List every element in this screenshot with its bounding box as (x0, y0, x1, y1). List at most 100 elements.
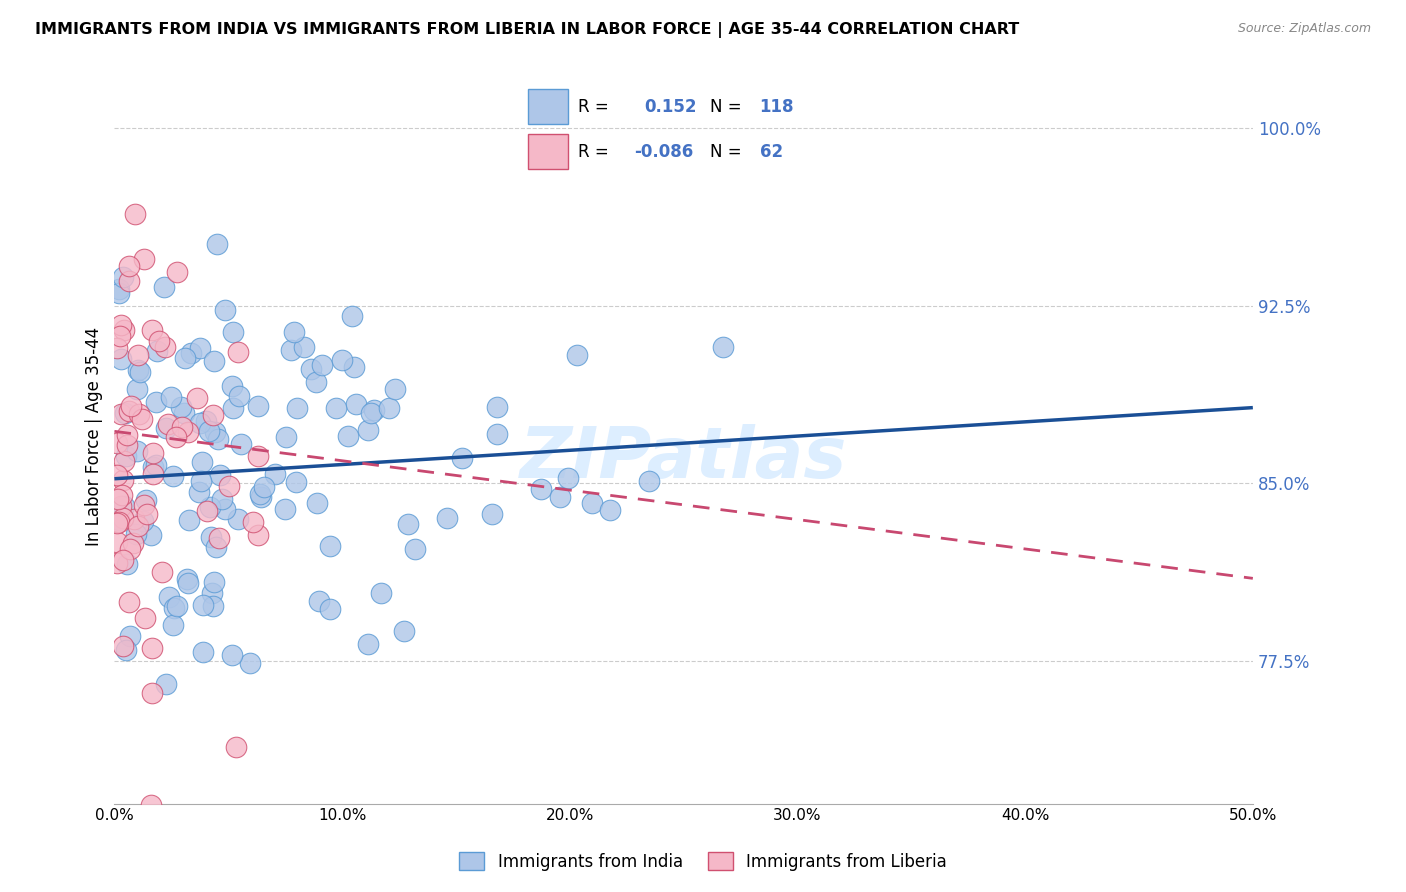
Point (142, 446, 165, 460)
Point (340, 309, 363, 323)
Point (239, 656, 262, 670)
Point (112, 553, 135, 567)
Point (370, 585, 392, 599)
Point (148, 334, 170, 348)
Point (330, 353, 353, 368)
Point (336, 428, 359, 442)
Point (176, 572, 198, 586)
Point (141, 641, 163, 656)
Point (127, 363, 149, 377)
Point (108, 513, 131, 527)
Point (404, 542, 426, 557)
Point (111, 511, 134, 525)
Point (218, 479, 240, 493)
Point (155, 421, 177, 435)
Point (565, 348, 588, 362)
Point (246, 528, 269, 542)
Point (153, 340, 176, 354)
Point (122, 512, 145, 526)
Point (110, 352, 132, 367)
Point (107, 515, 129, 529)
Point (209, 467, 232, 482)
Point (207, 432, 229, 446)
Point (188, 416, 211, 430)
Point (173, 406, 195, 420)
Point (198, 424, 221, 438)
Point (550, 490, 572, 504)
Point (637, 474, 659, 488)
Point (190, 475, 212, 489)
Point (451, 450, 474, 465)
Point (252, 480, 274, 494)
Point (599, 503, 621, 517)
Point (200, 530, 222, 544)
Point (557, 471, 579, 485)
Point (124, 207, 146, 221)
Point (112, 323, 135, 337)
Point (191, 455, 214, 469)
Point (111, 473, 134, 487)
Point (231, 437, 253, 451)
Point (319, 602, 342, 616)
Point (173, 351, 195, 366)
Point (204, 425, 226, 439)
Point (162, 617, 184, 632)
Point (166, 599, 188, 613)
Point (105, 468, 128, 483)
Point (581, 496, 603, 510)
Point (110, 499, 132, 513)
Point (160, 390, 183, 404)
Point (283, 325, 305, 339)
Point (134, 498, 156, 512)
Point (384, 382, 406, 396)
Point (145, 394, 167, 409)
Point (165, 430, 187, 444)
Point (135, 492, 157, 507)
Point (139, 527, 162, 541)
Point (208, 531, 231, 545)
Point (157, 591, 180, 605)
Point (122, 536, 145, 550)
Point (177, 576, 200, 591)
Point (226, 512, 249, 526)
Point (120, 399, 142, 413)
Point (162, 469, 184, 483)
Point (150, 566, 173, 580)
Point (110, 407, 132, 421)
Point (280, 343, 302, 358)
Point (205, 540, 228, 554)
Point (246, 449, 269, 463)
Point (115, 557, 138, 571)
Point (186, 391, 208, 405)
Point (170, 400, 193, 414)
Point (107, 492, 129, 507)
Point (117, 275, 139, 289)
Point (360, 406, 382, 420)
Point (112, 500, 135, 514)
Point (132, 514, 155, 528)
Point (191, 645, 214, 659)
Point (118, 629, 141, 643)
Point (308, 593, 330, 607)
Point (142, 460, 165, 475)
Point (125, 444, 148, 458)
Point (118, 595, 141, 609)
Point (201, 586, 224, 600)
Point (711, 340, 734, 354)
Point (221, 648, 243, 662)
Point (111, 488, 134, 502)
Point (263, 467, 285, 482)
Point (112, 454, 135, 468)
Point (481, 507, 503, 521)
Point (221, 379, 243, 393)
Point (222, 325, 245, 339)
Point (115, 643, 138, 657)
Point (284, 475, 307, 489)
Point (201, 408, 224, 422)
Point (195, 503, 218, 517)
Point (127, 382, 149, 396)
Point (486, 400, 509, 414)
Point (153, 279, 176, 293)
Point (105, 341, 128, 355)
Point (163, 600, 186, 615)
